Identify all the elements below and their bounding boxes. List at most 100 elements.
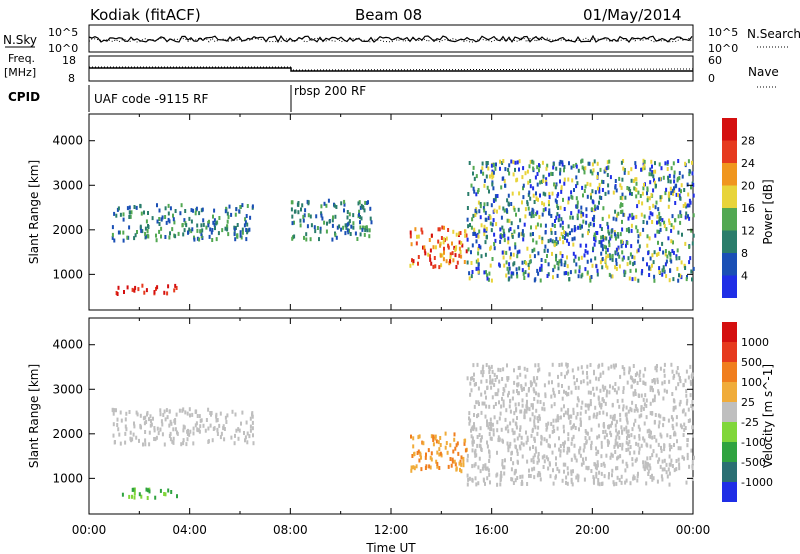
heatmap-cell bbox=[430, 434, 433, 439]
heatmap-cell bbox=[600, 405, 603, 410]
heatmap-cell bbox=[634, 418, 637, 423]
heatmap-cell bbox=[573, 381, 576, 386]
heatmap-cell bbox=[410, 242, 413, 247]
heatmap-cell bbox=[498, 205, 501, 210]
heatmap-cell bbox=[653, 178, 655, 183]
heatmap-cell bbox=[686, 182, 689, 187]
heatmap-cell bbox=[678, 462, 681, 467]
heatmap-cell bbox=[601, 265, 604, 270]
heatmap-cell bbox=[299, 218, 302, 223]
heatmap-cell bbox=[525, 430, 527, 435]
heatmap-cell bbox=[675, 386, 678, 391]
heatmap-cell bbox=[658, 247, 661, 252]
heatmap-cell bbox=[429, 455, 432, 460]
heatmap-cell bbox=[476, 362, 479, 367]
heatmap-cell bbox=[539, 223, 542, 228]
heatmap-cell bbox=[544, 259, 547, 263]
heatmap-cell bbox=[220, 431, 223, 436]
heatmap-cell bbox=[601, 397, 604, 402]
heatmap-cell bbox=[621, 203, 624, 207]
heatmap-cell bbox=[681, 232, 683, 237]
heatmap-cell bbox=[635, 457, 638, 462]
colorbar-swatch bbox=[722, 230, 737, 253]
heatmap-cell bbox=[346, 210, 349, 214]
heatmap-cell bbox=[567, 196, 570, 201]
heatmap-cell bbox=[213, 218, 216, 223]
heatmap-cell bbox=[581, 185, 584, 190]
heatmap-cell bbox=[188, 227, 191, 232]
heatmap-cell bbox=[638, 394, 641, 398]
heatmap-cell bbox=[525, 440, 528, 445]
heatmap-cell bbox=[530, 225, 532, 230]
heatmap-cell bbox=[472, 232, 475, 236]
heatmap-cell bbox=[141, 283, 144, 288]
heatmap-cell bbox=[207, 220, 210, 225]
heatmap-cell bbox=[663, 373, 666, 378]
heatmap-cell bbox=[516, 160, 519, 165]
heatmap-cell bbox=[133, 421, 135, 426]
heatmap-cell bbox=[581, 158, 584, 163]
heatmap-cell bbox=[679, 220, 682, 225]
heatmap-cell bbox=[527, 273, 530, 278]
heatmap-cell bbox=[444, 445, 447, 450]
heatmap-cell bbox=[527, 180, 530, 185]
heatmap-cell bbox=[169, 437, 172, 442]
heatmap-cell bbox=[593, 237, 596, 241]
heatmap-cell bbox=[604, 429, 607, 434]
heatmap-cell bbox=[661, 381, 664, 386]
heatmap-cell bbox=[221, 228, 224, 233]
heatmap-cell bbox=[651, 164, 653, 169]
heatmap-cell bbox=[187, 230, 189, 235]
heatmap-cell bbox=[536, 376, 539, 381]
heatmap-cell bbox=[309, 237, 312, 242]
heatmap-cell bbox=[605, 245, 607, 250]
heatmap-cell bbox=[575, 204, 578, 209]
heatmap-cell bbox=[532, 459, 535, 464]
heatmap-cell bbox=[623, 427, 626, 432]
heatmap-cell bbox=[686, 398, 689, 403]
heatmap-cell bbox=[482, 206, 485, 210]
heatmap-cell bbox=[553, 224, 556, 228]
heatmap-cell bbox=[154, 495, 157, 500]
heatmap-cell bbox=[653, 250, 656, 255]
heatmap-cell bbox=[634, 276, 637, 281]
heatmap-cell bbox=[572, 434, 575, 439]
heatmap-cell bbox=[559, 415, 562, 420]
heatmap-cell bbox=[605, 263, 608, 268]
heatmap-cell bbox=[538, 414, 541, 419]
heatmap-cell bbox=[160, 234, 162, 239]
heatmap-cell bbox=[528, 473, 530, 478]
cpid-segment-1: UAF code -9115 RF bbox=[94, 92, 208, 106]
heatmap-cell bbox=[448, 261, 451, 266]
heatmap-cell bbox=[582, 219, 585, 224]
heatmap-cell bbox=[623, 170, 626, 175]
heatmap-cell bbox=[590, 427, 593, 432]
heatmap-cell bbox=[241, 227, 244, 232]
heatmap-cell bbox=[489, 263, 492, 268]
heatmap-cell bbox=[577, 168, 580, 173]
heatmap-cell bbox=[589, 221, 592, 226]
heatmap-cell bbox=[226, 211, 229, 216]
heatmap-cell bbox=[524, 214, 527, 219]
heatmap-cell bbox=[168, 409, 171, 414]
heatmap-cell bbox=[189, 413, 191, 418]
heatmap-cell bbox=[116, 423, 119, 427]
heatmap-cell bbox=[147, 211, 149, 215]
heatmap-cell bbox=[692, 266, 695, 271]
heatmap-cell bbox=[536, 460, 539, 465]
heatmap-cell bbox=[683, 263, 686, 268]
heatmap-cell bbox=[128, 205, 131, 210]
heatmap-cell bbox=[669, 462, 672, 467]
heatmap-cell bbox=[646, 443, 649, 448]
heatmap-cell bbox=[413, 466, 416, 471]
heatmap-cell bbox=[462, 460, 465, 464]
heatmap-cell bbox=[588, 436, 591, 441]
nsky-line bbox=[88, 34, 693, 44]
heatmap-cell bbox=[514, 478, 517, 483]
heatmap-cell bbox=[527, 192, 530, 197]
heatmap-cell bbox=[616, 466, 619, 471]
heatmap-cell bbox=[618, 430, 620, 435]
heatmap-cell bbox=[437, 239, 440, 244]
heatmap-cell bbox=[640, 393, 643, 398]
heatmap-cell bbox=[594, 405, 597, 410]
